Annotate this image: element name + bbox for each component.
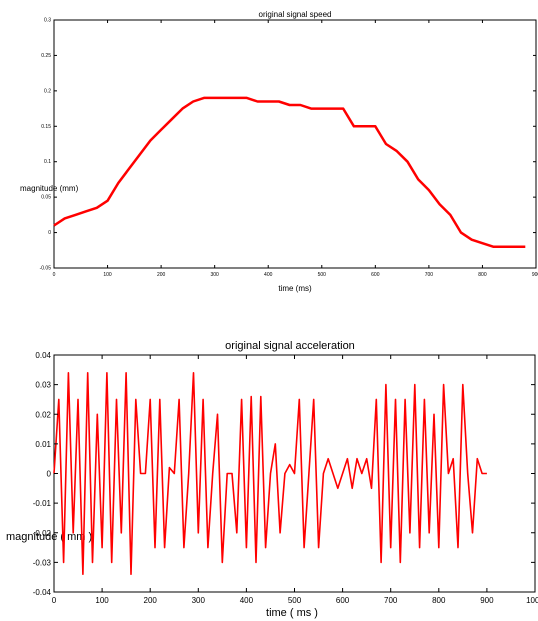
speed-chart: original signal speed time (ms) magnitud…: [20, 10, 538, 293]
acceleration-y-tick-label: 0.03: [35, 381, 51, 390]
speed-x-tick-label: 600: [371, 272, 380, 278]
speed-y-tick-label: 0.15: [41, 124, 51, 130]
acceleration-y-axis-label: magnitude ( mm ): [6, 531, 92, 543]
acceleration-x-tick-label: 900: [480, 596, 494, 605]
acceleration-x-tick-label: 800: [432, 596, 446, 605]
acceleration-y-tick-label: 0: [47, 470, 52, 479]
acceleration-x-tick-label: 0: [52, 596, 57, 605]
acceleration-x-tick-label: 400: [240, 596, 254, 605]
acceleration-x-axis-label: time ( ms ): [266, 607, 318, 619]
acceleration-x-tick-label: 100: [95, 596, 109, 605]
speed-x-tick-label: 200: [157, 272, 166, 278]
speed-y-axis-label: magnitude (mm): [20, 184, 79, 193]
speed-x-tick-label: 300: [210, 272, 219, 278]
speed-y-tick-label: 0.2: [44, 88, 51, 94]
speed-x-tick-label: 500: [318, 272, 327, 278]
acceleration-y-tick-label: 0.04: [35, 351, 51, 360]
speed-y-tick-label: -0.05: [40, 266, 52, 272]
acceleration-x-tick-label: 500: [288, 596, 302, 605]
speed-chart-title: original signal speed: [259, 10, 332, 19]
speed-x-tick-label: 900: [532, 272, 538, 278]
speed-x-tick-label: 700: [425, 272, 434, 278]
speed-y-tick-label: 0.25: [41, 53, 51, 59]
acceleration-y-tick-label: -0.04: [33, 588, 52, 597]
acceleration-y-tick-label: -0.02: [33, 529, 52, 538]
acceleration-x-tick-label: 1000: [526, 596, 538, 605]
acceleration-y-tick-label: -0.03: [33, 558, 52, 567]
acceleration-chart: original signal acceleration time ( ms )…: [6, 340, 538, 619]
speed-x-tick-label: 100: [103, 272, 112, 278]
acceleration-x-tick-label: 700: [384, 596, 398, 605]
acceleration-x-tick-label: 200: [144, 596, 158, 605]
speed-x-tick-label: 0: [53, 272, 56, 278]
acceleration-x-tick-label: 600: [336, 596, 350, 605]
acceleration-y-tick-label: 0.02: [35, 410, 51, 419]
speed-x-tick-label: 400: [264, 272, 273, 278]
speed-y-tick-label: 0.1: [44, 159, 51, 165]
speed-x-axis-label: time (ms): [278, 284, 312, 293]
acceleration-y-tick-label: -0.01: [33, 499, 52, 508]
speed-y-tick-label: 0: [48, 230, 51, 236]
speed-y-tick-label: 0.05: [41, 195, 51, 201]
speed-plot-frame: [53, 19, 537, 269]
speed-series-line: [53, 96, 526, 248]
acceleration-y-tick-label: 0.01: [35, 440, 51, 449]
acceleration-series-line: [53, 371, 487, 576]
speed-y-tick-label: 0.3: [44, 18, 51, 24]
acceleration-chart-title: original signal acceleration: [225, 340, 355, 352]
acceleration-x-tick-label: 300: [192, 596, 206, 605]
speed-x-tick-label: 800: [478, 272, 487, 278]
